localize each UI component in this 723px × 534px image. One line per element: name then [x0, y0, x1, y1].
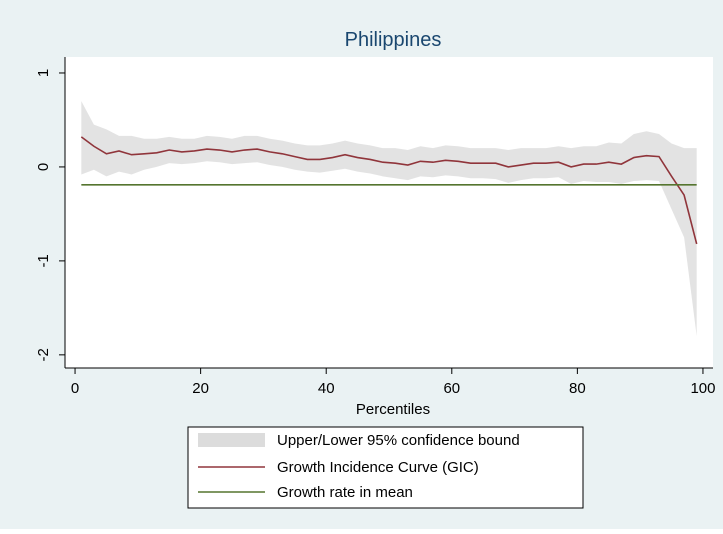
y-tick-label: 1 [35, 69, 52, 77]
legend-label: Growth rate in mean [277, 484, 413, 501]
confidence-band [81, 101, 697, 337]
y-tick-label: 0 [35, 163, 52, 171]
x-tick-label: 20 [192, 380, 209, 397]
plot-area [65, 57, 713, 368]
x-axis-label: Percentiles [356, 401, 430, 418]
legend-label: Upper/Lower 95% confidence bound [277, 432, 520, 449]
legend-swatch [198, 433, 265, 447]
series-line [80, 136, 698, 245]
x-tick-label: 40 [318, 380, 335, 397]
x-tick-label: 0 [71, 380, 79, 397]
y-tick-label: -2 [35, 348, 52, 361]
x-tick-label: 60 [443, 380, 460, 397]
y-tick-label: -1 [35, 254, 52, 267]
legend-label: Growth Incidence Curve (GIC) [277, 459, 479, 476]
chart-title: Philippines [345, 29, 442, 51]
x-tick-label: 100 [690, 380, 715, 397]
x-tick-label: 80 [569, 380, 586, 397]
